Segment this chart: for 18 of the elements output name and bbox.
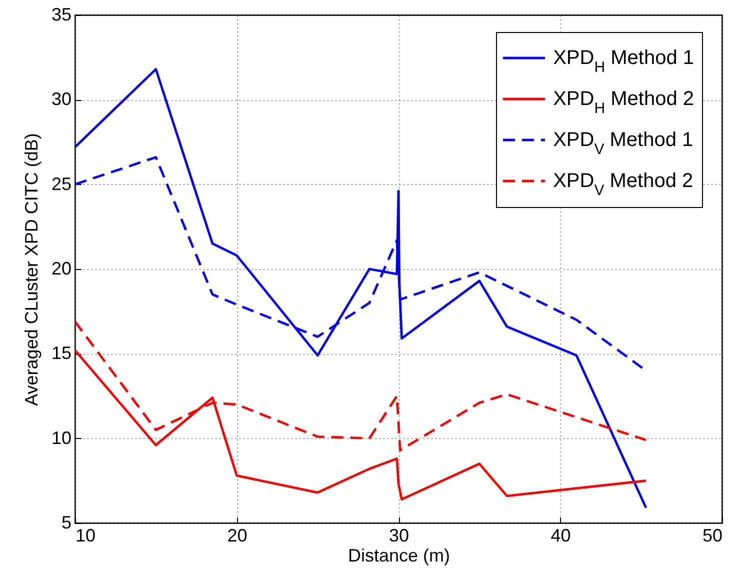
x-tick-label: 10 — [76, 526, 96, 546]
legend-label: XPD$_{H}$ Method 1 — [553, 46, 694, 76]
x-tick-label: 20 — [227, 526, 248, 546]
y-tick-label: 35 — [51, 4, 72, 24]
x-tick-label: 50 — [702, 526, 722, 546]
y-tick-label: 20 — [51, 258, 72, 278]
x-tick-label: 40 — [550, 526, 571, 546]
y-tick-label: 30 — [51, 89, 72, 110]
y-tick-label: 10 — [51, 428, 72, 448]
legend-label: XPD$_{V}$ Method 1 — [553, 128, 694, 158]
y-tick-label: 5 — [61, 512, 72, 532]
legend-label: XPD$_{V}$ Method 2 — [553, 170, 694, 198]
x-axis-title: Distance (m) — [348, 546, 450, 566]
y-axis-title: Averaged CLuster XPD CITC (dB) — [21, 133, 42, 406]
legend-label: XPD$_{H}$ Method 2 — [553, 88, 694, 116]
y-tick-label: 25 — [51, 174, 72, 194]
x-tick-label: 30 — [388, 526, 410, 546]
y-tick-label: 15 — [51, 343, 72, 364]
